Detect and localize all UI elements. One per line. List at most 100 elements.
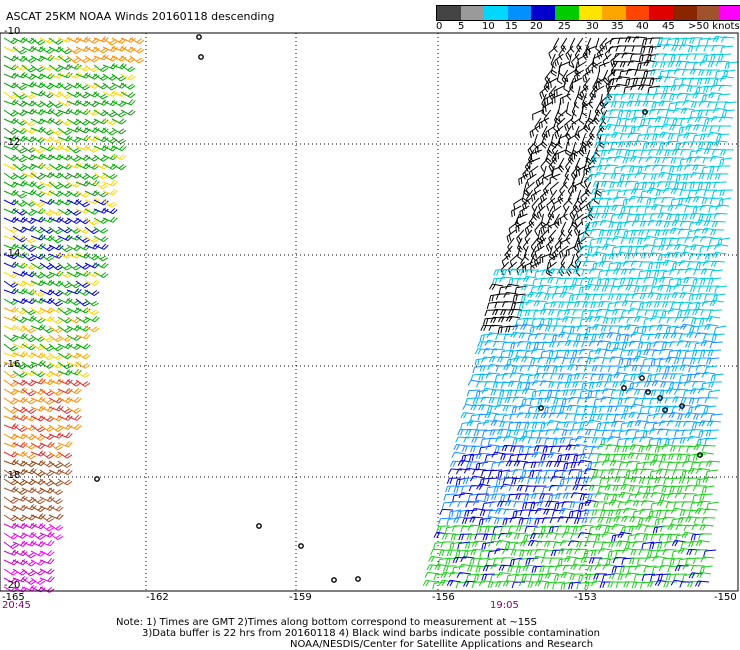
island-outline	[639, 375, 645, 381]
colorbar-label: 5	[458, 21, 465, 32]
wind-barb	[487, 549, 501, 558]
wind-barb	[699, 493, 713, 501]
wind-barb	[495, 580, 510, 588]
wind-barb	[662, 259, 677, 267]
wind-barb	[610, 420, 625, 428]
wind-barb	[433, 541, 447, 550]
wind-barb	[572, 277, 586, 285]
wind-barb	[48, 91, 64, 98]
wind-barb	[492, 340, 507, 348]
wind-barb	[3, 496, 19, 504]
wind-barb	[613, 516, 628, 523]
wind-barb	[48, 397, 64, 404]
wind-barb	[566, 404, 581, 412]
wind-barb	[497, 532, 512, 540]
wind-barb	[57, 414, 73, 421]
wind-barb	[581, 517, 596, 524]
wind-barb	[465, 573, 479, 582]
wind-barb	[527, 539, 543, 547]
wind-barb	[632, 500, 647, 507]
colorbar-swatch	[578, 6, 603, 20]
wind-barb	[566, 301, 580, 309]
wind-barb	[511, 477, 525, 485]
wind-barb	[48, 172, 64, 179]
wind-barb	[632, 355, 648, 363]
wind-barb	[596, 308, 610, 316]
wind-barb	[66, 208, 82, 216]
wind-barb	[713, 243, 729, 250]
wind-barb	[577, 53, 588, 66]
wind-barb	[547, 317, 561, 326]
wind-barb	[562, 197, 572, 212]
wind-barb	[424, 571, 439, 578]
wind-barb	[582, 69, 592, 83]
wind-barb	[555, 149, 566, 161]
wind-barb	[607, 436, 622, 443]
wind-barb	[39, 216, 55, 223]
wind-barb	[595, 524, 610, 531]
wind-barb	[656, 365, 670, 373]
wind-barb	[48, 208, 64, 216]
wind-barb	[564, 339, 579, 347]
wind-barb	[480, 324, 495, 332]
wind-barb	[39, 415, 55, 423]
wind-barb	[542, 485, 555, 494]
wind-barb	[3, 522, 19, 529]
wind-barb	[594, 533, 608, 542]
wind-barb	[587, 117, 598, 131]
wind-barb	[39, 64, 55, 71]
wind-barb	[545, 125, 556, 138]
wind-barb	[66, 226, 82, 234]
wind-barb	[534, 477, 549, 484]
wind-barb	[3, 568, 19, 576]
wind-barb	[550, 405, 565, 412]
wind-barb	[625, 77, 638, 86]
wind-barb	[505, 283, 520, 290]
wind-barb	[685, 453, 698, 462]
wind-barb	[84, 126, 100, 134]
wind-barb	[504, 541, 519, 549]
wind-barb	[482, 565, 497, 572]
wind-barb	[567, 133, 578, 146]
wind-barb	[592, 77, 599, 93]
wind-barb	[102, 179, 118, 187]
wind-barb	[702, 260, 717, 267]
wind-barb	[564, 413, 579, 420]
wind-barb	[666, 533, 680, 541]
wind-barb	[451, 451, 466, 458]
wind-barb	[626, 213, 640, 221]
wind-barb	[564, 308, 578, 316]
wind-barb	[643, 276, 658, 284]
wind-barb	[111, 73, 127, 82]
wind-barb	[650, 492, 665, 498]
wind-barb	[502, 517, 516, 526]
wind-barb	[685, 341, 699, 348]
wind-barb	[600, 325, 615, 332]
wind-barb	[595, 37, 601, 53]
wind-barb	[631, 220, 646, 227]
wind-barb	[666, 461, 680, 469]
wind-barb	[558, 45, 566, 61]
wind-barb	[509, 253, 519, 268]
wind-barb	[636, 309, 650, 316]
wind-barb	[102, 207, 118, 215]
wind-barb	[663, 477, 677, 485]
wind-barb	[554, 564, 569, 571]
wind-barb	[520, 323, 535, 331]
wind-barb	[649, 213, 664, 220]
wind-barb	[48, 280, 64, 287]
wind-barb	[721, 109, 735, 117]
wind-barb	[625, 460, 640, 467]
wind-barb	[21, 361, 37, 369]
wind-barb	[613, 165, 627, 174]
wind-barb	[609, 460, 624, 467]
wind-barb	[695, 477, 709, 486]
wind-barb	[634, 420, 649, 427]
wind-barb	[703, 508, 718, 515]
wind-barb	[548, 525, 562, 534]
wind-barb	[111, 153, 127, 161]
wind-barb	[75, 91, 91, 99]
wind-barb	[573, 413, 587, 421]
wind-barb	[66, 307, 82, 314]
wind-barb	[533, 525, 546, 534]
